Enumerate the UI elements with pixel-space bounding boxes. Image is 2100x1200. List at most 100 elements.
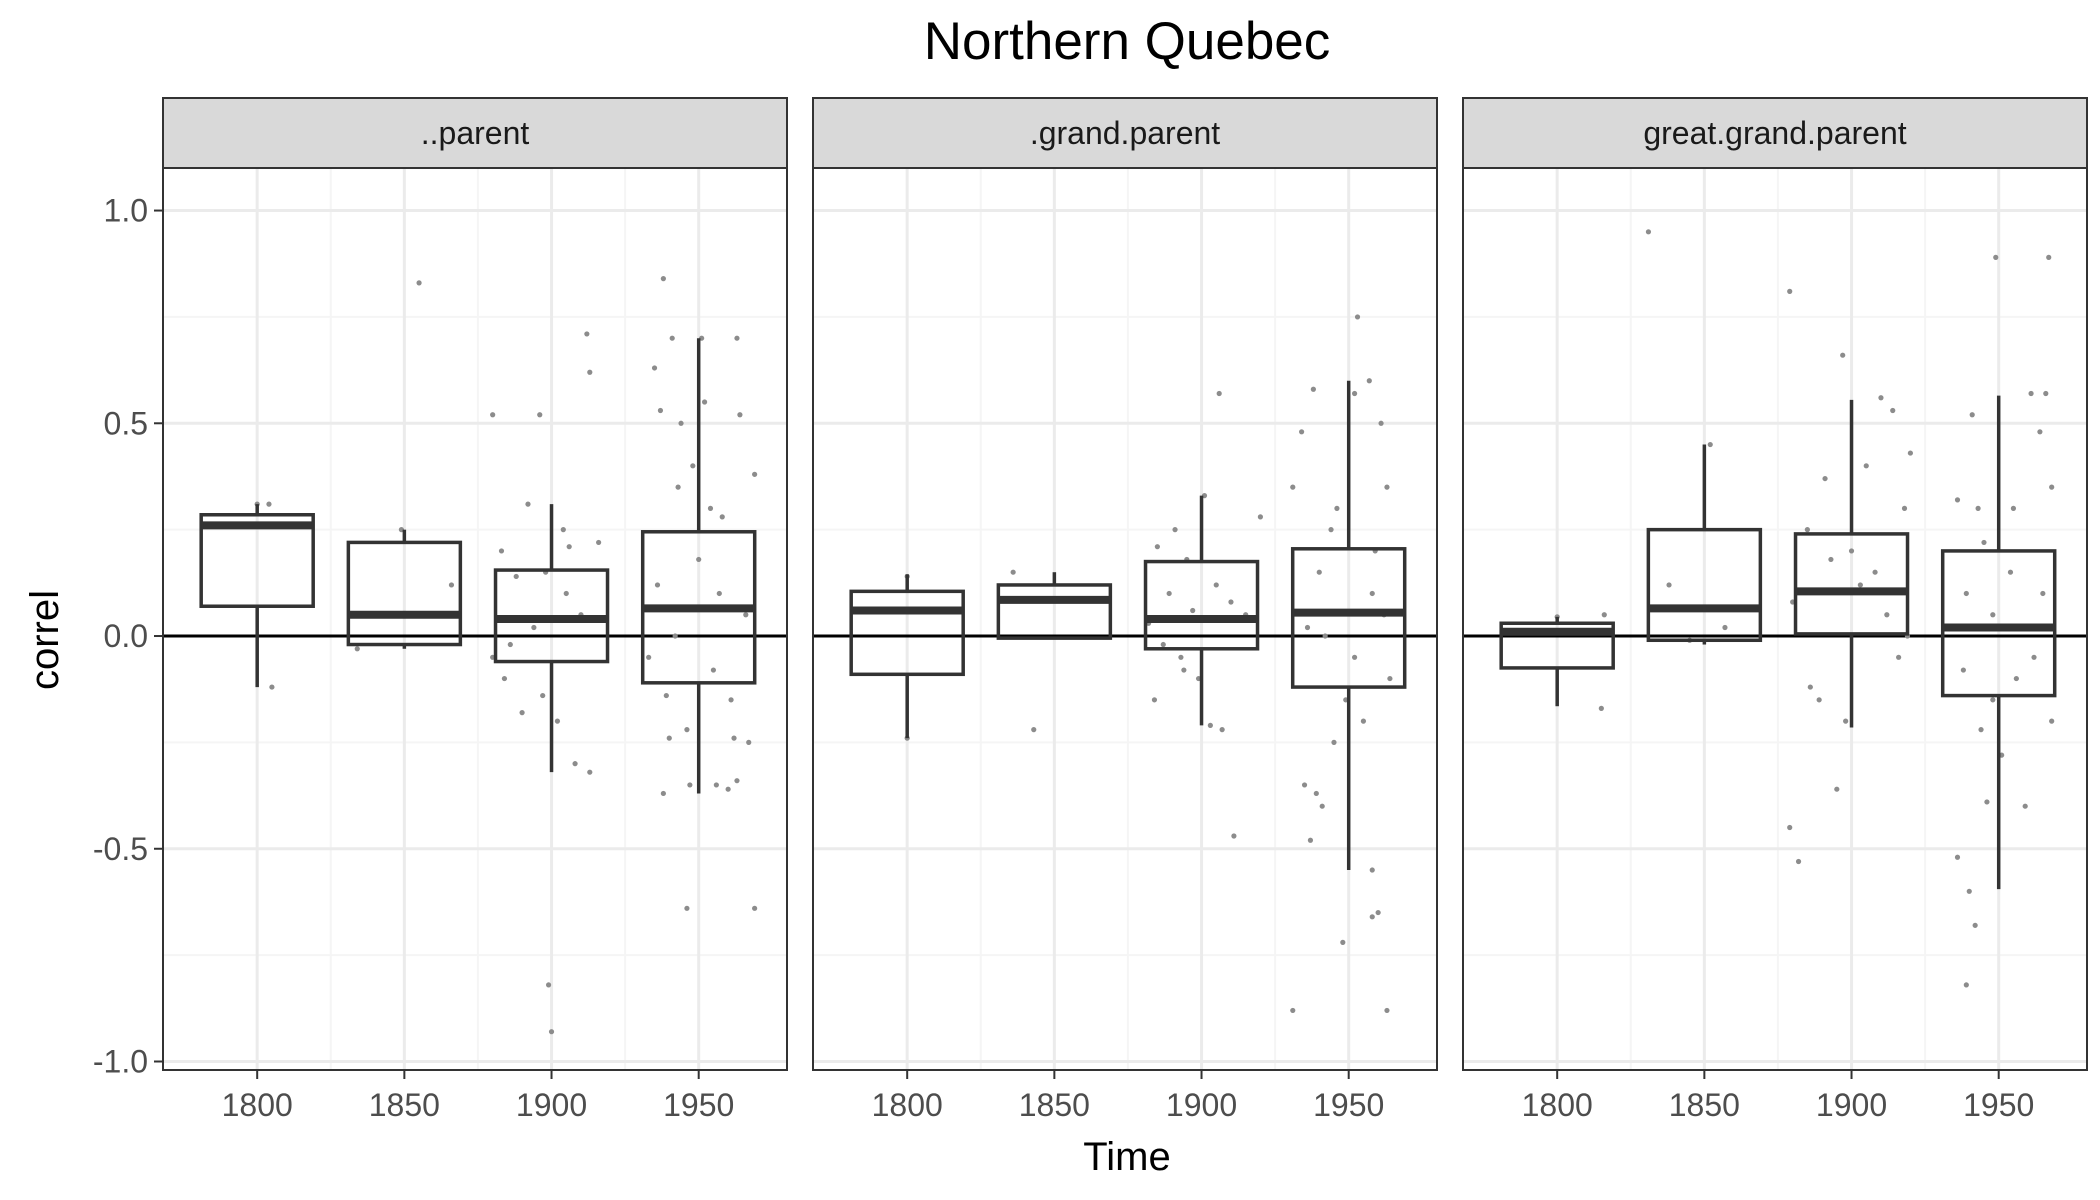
box-iqr [1290, 547, 1407, 689]
data-point [731, 735, 737, 741]
boxplot-1950 [1290, 380, 1407, 871]
data-point [1857, 582, 1863, 588]
data-point [1207, 722, 1213, 728]
data-point [531, 624, 537, 631]
boxplot-1950 [640, 338, 757, 794]
data-point [1178, 654, 1184, 660]
data-point [540, 692, 546, 699]
data-point [2028, 390, 2034, 397]
data-point [654, 582, 661, 588]
data-point [710, 667, 717, 673]
data-point [1878, 395, 1884, 401]
data-point [1369, 867, 1375, 873]
data-point [1328, 527, 1334, 533]
x-tick-label: 1950 [1963, 1087, 2034, 1123]
boxplot-1800 [199, 504, 315, 688]
data-point [1031, 727, 1037, 733]
data-point [1840, 352, 1846, 358]
x-axis-title: Time [1083, 1135, 1170, 1179]
data-point [657, 407, 664, 414]
data-point [1334, 505, 1340, 511]
data-point [675, 484, 681, 490]
data-point [566, 544, 572, 550]
data-point [1310, 386, 1316, 392]
data-point [266, 501, 272, 507]
facet-strip-label: ..parent [421, 115, 530, 151]
box-iqr [996, 583, 1113, 640]
x-tick-label: 1950 [1313, 1087, 1384, 1123]
data-point [1896, 654, 1902, 660]
box-iqr [1646, 527, 1763, 643]
data-point [663, 692, 669, 699]
data-point [672, 633, 678, 639]
data-point [1795, 858, 1802, 865]
data-point [2022, 803, 2028, 809]
data-point [1598, 705, 1604, 711]
box-iqr [1143, 559, 1260, 651]
data-point [1360, 718, 1367, 724]
data-point [596, 539, 602, 546]
data-point [548, 1029, 555, 1035]
facet-strip [162, 97, 788, 169]
data-point [1181, 667, 1187, 673]
data-point [2049, 718, 2055, 724]
data-point [1978, 727, 1984, 733]
data-point [746, 739, 752, 745]
data-point [1378, 420, 1384, 426]
y-tick-label: 0.0 [104, 618, 148, 654]
data-point [696, 556, 702, 563]
panel-background [813, 168, 1437, 1070]
data-point [2031, 654, 2037, 660]
facet-strip [812, 97, 1438, 169]
data-point [707, 505, 714, 511]
data-point [2043, 390, 2049, 397]
data-point [719, 514, 725, 520]
data-point [1304, 624, 1311, 631]
data-point [1666, 582, 1672, 588]
data-point [669, 335, 675, 341]
data-point [554, 718, 561, 724]
data-point [501, 675, 508, 682]
chart-title: Northern Quebec [924, 12, 1331, 71]
data-point [684, 905, 690, 911]
data-point [1307, 837, 1314, 843]
data-point [416, 280, 422, 286]
box-iqr [1940, 549, 2057, 698]
data-point [1828, 556, 1834, 563]
box-iqr [199, 513, 315, 608]
facet-panel: .grand.parent 1800 1850 1900 1950 [812, 97, 1438, 1123]
data-point [1966, 888, 1972, 894]
data-point [1990, 612, 1996, 618]
y-axis-title: correl [23, 590, 67, 690]
x-tick-label: 1850 [369, 1087, 440, 1123]
data-point [1960, 667, 1966, 673]
boxplot-1800 [849, 574, 965, 739]
box-iqr [1499, 621, 1615, 670]
data-point [525, 501, 531, 507]
data-point [2013, 675, 2019, 682]
data-point [1984, 799, 1990, 805]
boxplot-1850 [346, 529, 463, 649]
data-point [1843, 718, 1849, 724]
facet-panel: ..parent 1800 1850 1900 1950 [162, 97, 788, 1123]
y-tick-label: 0.5 [104, 405, 148, 441]
data-point [734, 778, 740, 784]
boxplot-1900 [1143, 495, 1260, 726]
y-tick-label: -1.0 [93, 1043, 148, 1079]
box-iqr [346, 540, 463, 647]
data-point [587, 369, 593, 375]
data-point [1351, 390, 1358, 397]
data-point [1216, 390, 1222, 397]
data-point [1228, 599, 1234, 605]
y-tick-label: 1.0 [104, 193, 148, 229]
data-point [584, 331, 590, 337]
data-point [725, 786, 731, 792]
data-point [1807, 684, 1813, 690]
data-point [1219, 727, 1225, 733]
data-point [1257, 514, 1263, 520]
data-point [1154, 544, 1160, 550]
data-point [507, 641, 513, 648]
x-tick-label: 1800 [1522, 1087, 1593, 1123]
data-point [1822, 475, 1828, 482]
data-point [1969, 412, 1975, 418]
